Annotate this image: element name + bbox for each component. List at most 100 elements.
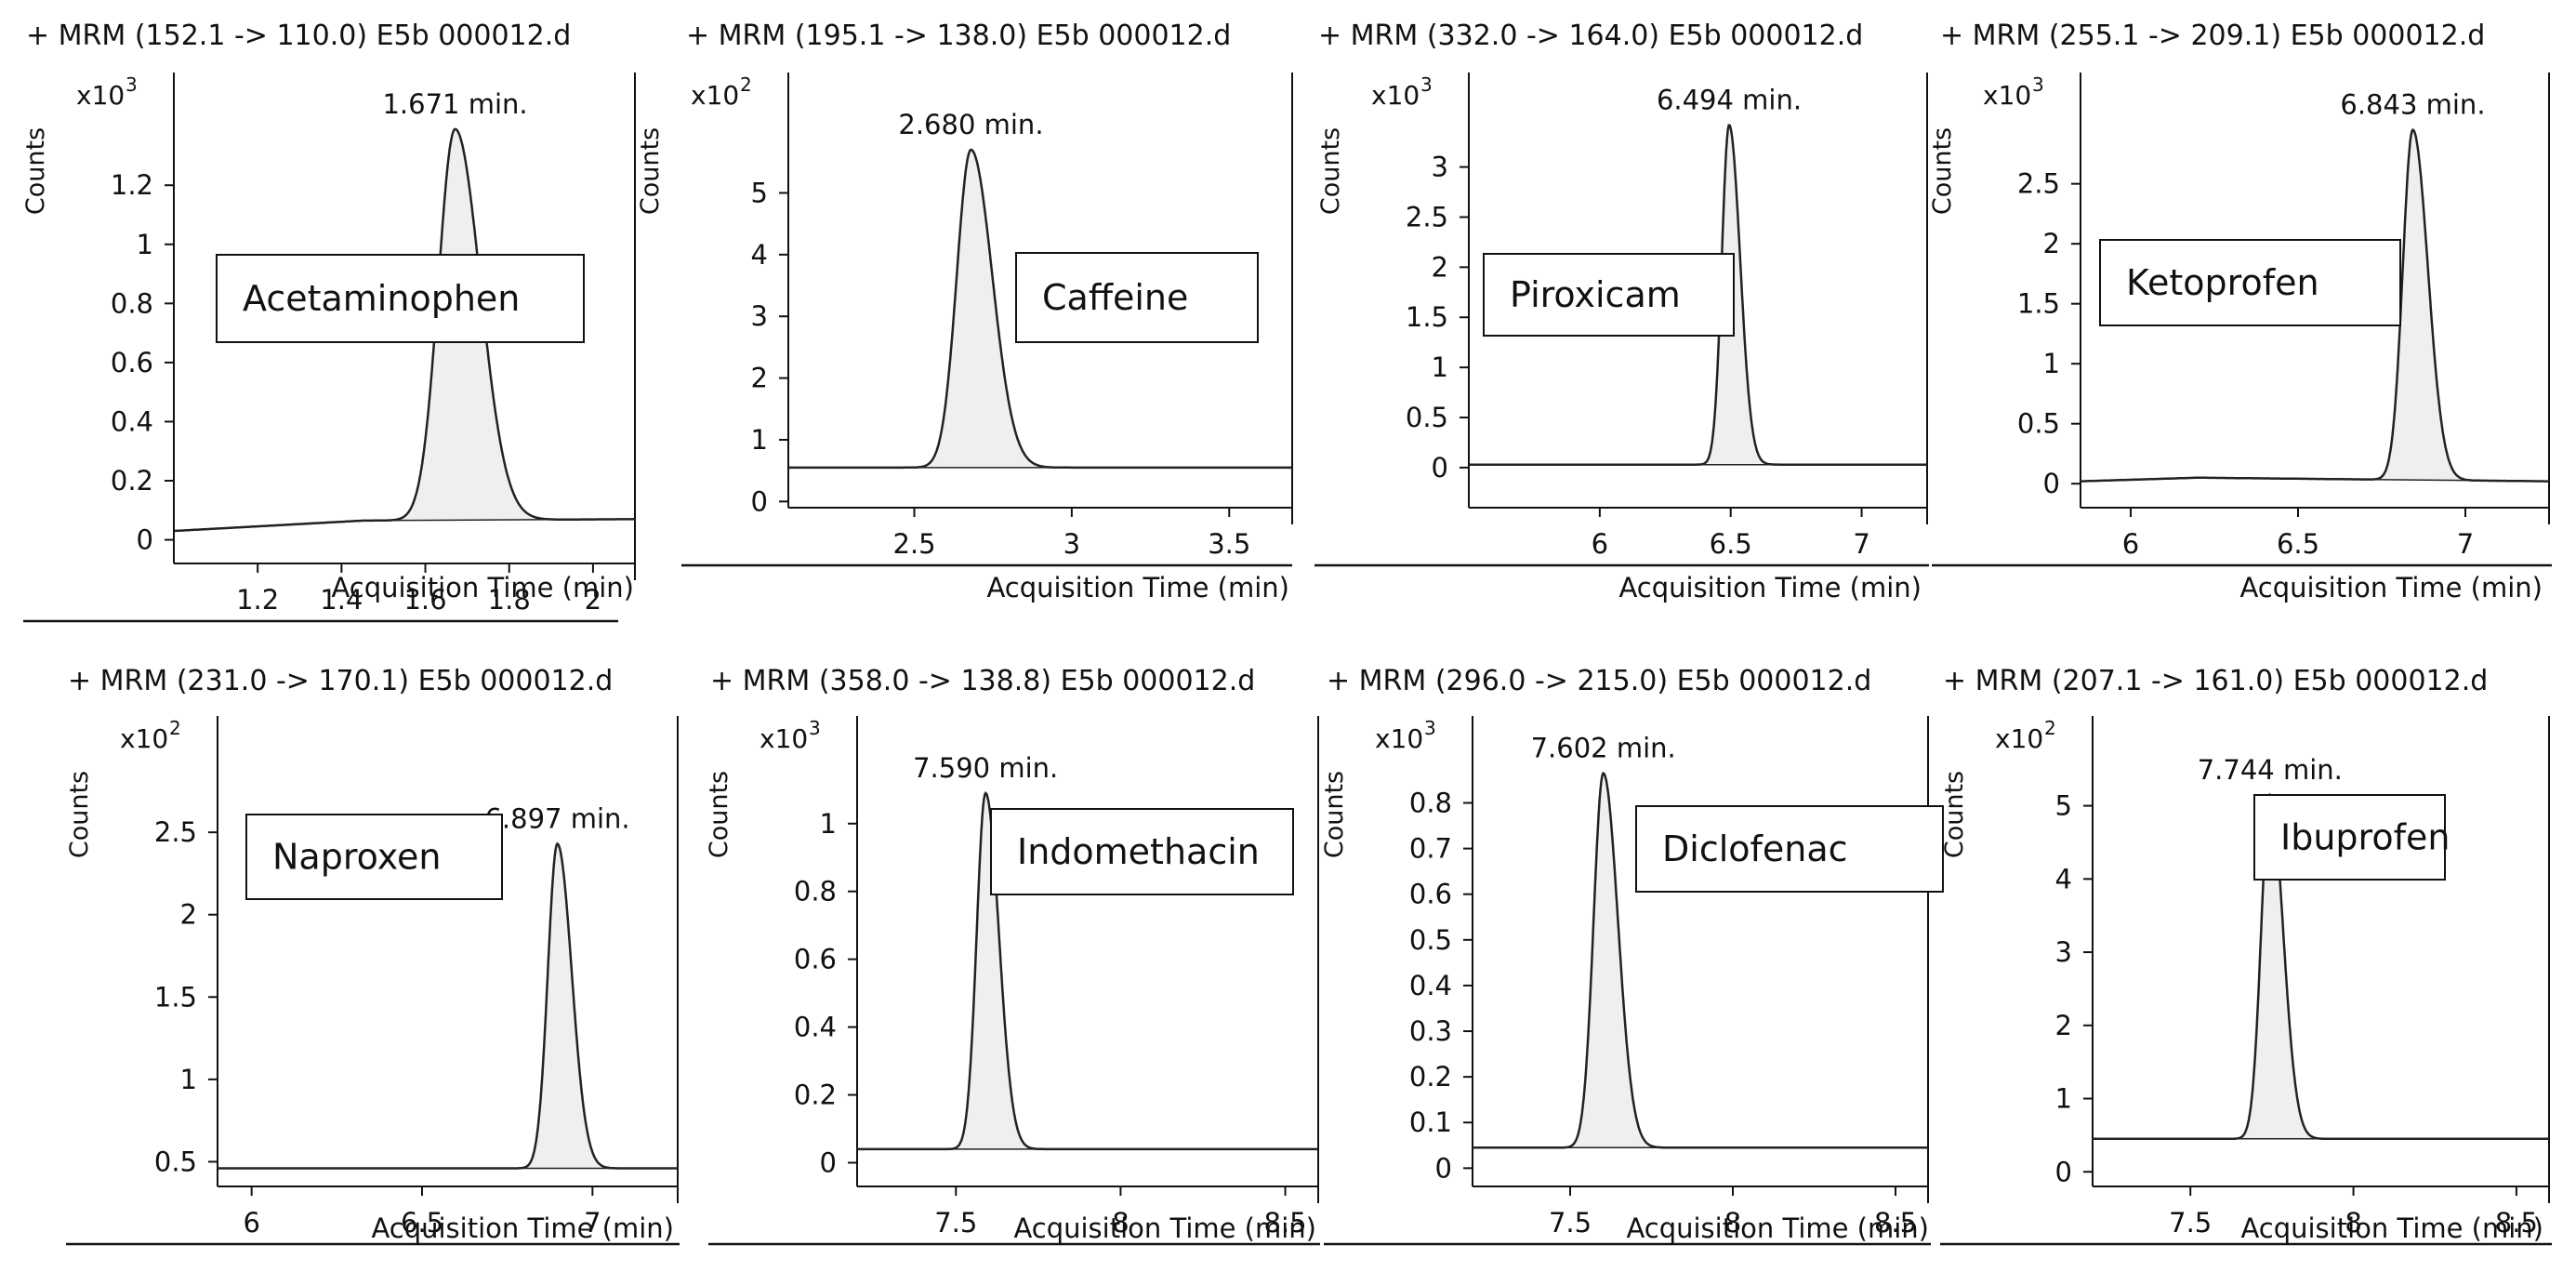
y-tick-label: 1 <box>137 229 153 260</box>
y-tick-label: 0 <box>2043 468 2060 499</box>
peak-rt-label: 1.671 min. <box>382 88 527 120</box>
y-multiplier: x10 <box>691 80 739 111</box>
peak-area-fill <box>517 843 617 1169</box>
y-tick-label: 0.6 <box>111 347 153 378</box>
y-tick-label: 1 <box>180 1064 197 1095</box>
y-tick-label: 1 <box>2043 348 2060 379</box>
x-tick-label: 3.5 <box>1208 528 1250 560</box>
peak-area-fill <box>2371 129 2477 481</box>
y-tick-label: 4 <box>751 239 768 271</box>
x-tick-label: 8 <box>1724 1207 1741 1239</box>
x-tick-label: 6.5 <box>2277 528 2319 560</box>
y-tick-label: 0.4 <box>794 1012 837 1043</box>
compound-name: Ibuprofen <box>2280 817 2450 858</box>
x-tick-label: 2.5 <box>892 528 935 560</box>
compound-name: Naproxen <box>272 837 441 878</box>
y-tick-label: 0 <box>751 485 768 517</box>
compound-label-box <box>245 814 503 900</box>
y-tick-label: 2 <box>751 363 768 394</box>
x-tick-label: 8.5 <box>1264 1207 1307 1239</box>
y-multiplier: x10 <box>1995 723 2043 754</box>
x-tick-label: 6.5 <box>1710 528 1752 560</box>
peak-rt-label: 6.843 min. <box>2340 89 2485 121</box>
y-tick-label: 4 <box>2055 863 2072 894</box>
chromatogram-trace <box>788 148 1292 470</box>
y-tick-label: 2 <box>2055 1010 2072 1041</box>
peak-area-fill <box>1563 773 1665 1148</box>
y-tick-label: 0.2 <box>111 465 153 497</box>
chart-title: + MRM (255.1 -> 209.1) E5b 000012.d <box>1940 20 2485 52</box>
x-tick-label: 7 <box>584 1207 601 1239</box>
compound-name: Caffeine <box>1042 277 1188 318</box>
chromatogram-trace <box>174 127 635 533</box>
y-axis-label: Counts <box>1316 127 1345 215</box>
y-axis-label: Counts <box>1928 127 1957 215</box>
y-tick-label: 0.6 <box>794 944 837 975</box>
compound-name: Piroxicam <box>1510 274 1681 315</box>
x-tick-label: 2 <box>585 584 601 616</box>
chromatogram-trace <box>1469 124 1927 466</box>
y-exponent: 2 <box>740 73 752 96</box>
y-tick-label: 1.5 <box>154 981 197 1013</box>
x-tick-label: 8.5 <box>2495 1207 2538 1239</box>
y-tick-label: 1 <box>751 424 768 456</box>
x-tick-label: 7.5 <box>2169 1207 2212 1239</box>
x-tick-label: 7.5 <box>1549 1207 1592 1239</box>
y-tick-label: 3 <box>1432 152 1448 183</box>
y-axis-label: Counts <box>1940 771 1969 858</box>
compound-label-box <box>1015 252 1259 343</box>
y-tick-label: 3 <box>2055 936 2072 968</box>
y-axis-label: Counts <box>705 771 733 858</box>
chromatogram-trace <box>1473 772 1928 1149</box>
x-tick-label: 3 <box>1063 528 1080 560</box>
y-exponent: 3 <box>809 717 821 739</box>
y-tick-label: 1.2 <box>111 169 153 201</box>
y-tick-label: 2.5 <box>2017 168 2060 200</box>
x-tick-label: 1.8 <box>488 584 531 616</box>
y-tick-label: 0 <box>2055 1156 2072 1187</box>
x-axis-label: Acquisition Time (min) <box>1013 1212 1316 1244</box>
y-tick-label: 0.2 <box>1409 1061 1452 1093</box>
y-tick-label: 5 <box>2055 790 2072 822</box>
peak-rt-label: 7.590 min. <box>913 752 1058 784</box>
y-multiplier: x10 <box>1983 80 2031 111</box>
y-tick-label: 0 <box>1432 452 1448 484</box>
x-tick-label: 7.5 <box>934 1207 977 1239</box>
y-tick-label: 0.5 <box>154 1146 197 1177</box>
y-tick-label: 0.6 <box>1409 879 1452 910</box>
y-axis-label: Counts <box>636 127 665 215</box>
chart-panel-3: + MRM (332.0 -> 164.0) E5b 000012.d 0 0.5 1… <box>1314 20 1929 603</box>
compound-label-box <box>1483 253 1735 337</box>
peak-integration-baseline <box>384 519 561 522</box>
chart-title: + MRM (207.1 -> 161.0) E5b 000012.d <box>1943 665 2488 697</box>
x-axis-label: Acquisition Time (min) <box>1618 572 1922 603</box>
compound-label-box <box>216 254 585 343</box>
y-tick-label: 0 <box>820 1146 837 1178</box>
compound-name: Acetaminophen <box>243 278 520 319</box>
peak-integration-baseline <box>2371 478 2477 482</box>
x-tick-label: 7 <box>2457 528 2474 560</box>
x-tick-label: 1.6 <box>403 584 446 616</box>
chart-title: + MRM (231.0 -> 170.1) E5b 000012.d <box>68 665 613 697</box>
y-tick-label: 3 <box>751 300 768 332</box>
y-tick-label: 0.5 <box>1409 924 1452 956</box>
chart-panel-4: + MRM (255.1 -> 209.1) E5b 000012.d 0 0.5 1… <box>1928 20 2552 603</box>
chart-title: + MRM (296.0 -> 215.0) E5b 000012.d <box>1327 665 1871 697</box>
y-tick-label: 0.8 <box>111 287 153 319</box>
y-tick-label: 2.5 <box>154 816 197 848</box>
x-tick-label: 1.4 <box>320 584 363 616</box>
chart-title: + MRM (332.0 -> 164.0) E5b 000012.d <box>1318 20 1863 52</box>
y-tick-label: 1.5 <box>1406 301 1448 333</box>
chromatogram-trace <box>2081 127 2549 483</box>
y-tick-label: 2 <box>180 899 197 931</box>
chart-title: + MRM (358.0 -> 138.8) E5b 000012.d <box>710 665 1255 697</box>
peak-rt-label: 7.744 min. <box>2198 754 2343 786</box>
compound-label-box <box>1635 805 1944 893</box>
y-tick-label: 0 <box>1435 1152 1452 1184</box>
y-tick-label: 1.5 <box>2017 288 2060 320</box>
x-axis-label: Acquisition Time (min) <box>2240 1212 2543 1244</box>
chart-panel-1: + MRM (152.1 -> 110.0) E5b 000012.d 0 0.2 0… <box>21 20 636 623</box>
peak-rt-label: 2.680 min. <box>898 109 1043 140</box>
peak-rt-label: 6.494 min. <box>1657 84 1802 115</box>
